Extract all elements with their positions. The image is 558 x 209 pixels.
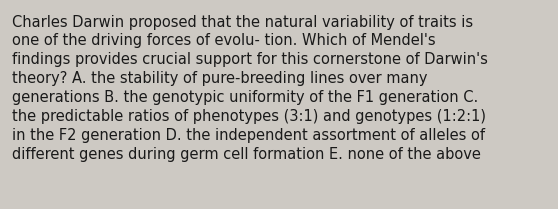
Text: Charles Darwin proposed that the natural variability of traits is
one of the dri: Charles Darwin proposed that the natural… (12, 15, 488, 162)
